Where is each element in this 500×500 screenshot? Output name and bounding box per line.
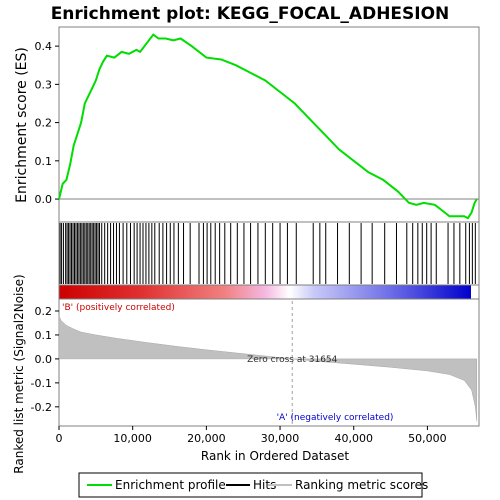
x-tick-label: 30,000	[261, 432, 300, 445]
es-y-tick-label: 0.3	[35, 78, 53, 91]
es-y-axis-label: Enrichment score (ES)	[14, 47, 30, 203]
legend-enrichment-label: Enrichment profile	[115, 478, 226, 492]
es-y-tick-label: 0.4	[35, 40, 53, 53]
chart-title: Enrichment plot: KEGG_FOCAL_ADHESION	[51, 4, 450, 24]
es-y-ticks: 0.0 0.1 0.2 0.3 0.4	[35, 40, 59, 206]
x-tick-label: 0	[56, 432, 63, 445]
ranking-metric-area	[58, 315, 478, 422]
x-tick-label: 20,000	[187, 432, 226, 445]
x-tick-label: 40,000	[334, 432, 373, 445]
legend: Enrichment profile Hits Ranking metric s…	[78, 472, 428, 498]
zero-cross-label: Zero cross at 31654	[247, 355, 338, 365]
metric-y-tick-label: 0.0	[35, 353, 53, 366]
legend-metric-label: Ranking metric scores	[295, 478, 428, 492]
x-tick-label: 10,000	[113, 432, 152, 445]
x-axis-ticks: 0 10,000 20,000 30,000 40,000 50,000	[56, 426, 447, 445]
legend-frame	[78, 472, 423, 498]
es-y-tick-label: 0.1	[35, 155, 53, 168]
x-tick-label: 50,000	[408, 432, 447, 445]
metric-y-tick-label: 0.1	[35, 329, 53, 342]
positive-correlation-label: 'B' (positively correlated)	[62, 303, 175, 313]
legend-hits-label: Hits	[253, 478, 276, 492]
metric-y-tick-label: -0.2	[31, 401, 52, 414]
x-axis-label: Rank in Ordered Dataset	[201, 449, 349, 463]
negative-correlation-label: 'A' (negatively correlated)	[277, 413, 394, 423]
metric-y-tick-label: -0.1	[31, 377, 52, 390]
metric-y-axis-label: Ranked list metric (Signal2Noise)	[12, 274, 26, 473]
ranking-color-bar	[59, 285, 471, 299]
es-panel	[58, 26, 480, 223]
es-y-tick-label: 0.2	[35, 117, 53, 130]
es-y-tick-label: 0.0	[35, 193, 53, 206]
hits-panel	[58, 221, 480, 286]
hits-marks	[59, 223, 476, 284]
metric-y-tick-label: 0.2	[35, 305, 53, 318]
enrichment-profile-line	[58, 33, 478, 220]
metric-y-ticks: 0.2 0.1 0.0 -0.1 -0.2	[31, 305, 59, 414]
